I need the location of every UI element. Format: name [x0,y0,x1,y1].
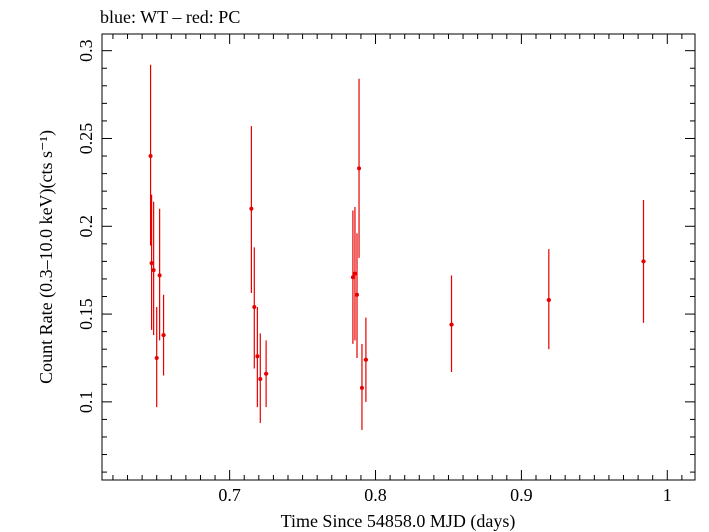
y-tick-label: 0.3 [76,39,96,62]
y-tick-label: 0.1 [76,391,96,414]
data-point [148,154,153,159]
data-point [249,206,254,211]
data-point [149,261,154,266]
data-point [352,271,357,276]
x-axis-label: Time Since 54858.0 MJD (days) [281,511,516,532]
data-point [357,166,362,171]
data-point [161,333,166,338]
axis-ticks [102,34,695,480]
data-point [255,354,260,359]
data-point [354,292,359,297]
y-tick-label: 0.15 [76,298,96,330]
data-point [641,259,646,264]
x-tick-label: 0.9 [510,485,533,505]
data-point [252,305,257,310]
chart-title: blue: WT – red: PC [100,7,240,27]
y-axis-label: Count Rate (0.3–10.0 keV)(cts s⁻¹) [36,130,57,384]
plot-frame [101,33,696,481]
x-tick-label: 0.8 [364,485,387,505]
data-point [359,385,364,390]
data-point [154,355,159,360]
data-point [264,371,269,376]
data-point [449,322,454,327]
axis-tick-labels: 0.7 0.8 0.9 1 0.1 0.15 0.2 0.25 0.3 [76,39,672,505]
y-tick-label: 0.2 [76,215,96,238]
data-point [546,298,551,303]
x-tick-label: 1 [663,485,672,505]
data-marks [148,64,646,430]
data-point [363,357,368,362]
y-tick-label: 0.25 [76,123,96,155]
data-point [258,377,263,382]
data-point [157,273,162,278]
x-tick-label: 0.7 [218,485,241,505]
data-point [151,268,156,273]
data-point [350,275,355,280]
